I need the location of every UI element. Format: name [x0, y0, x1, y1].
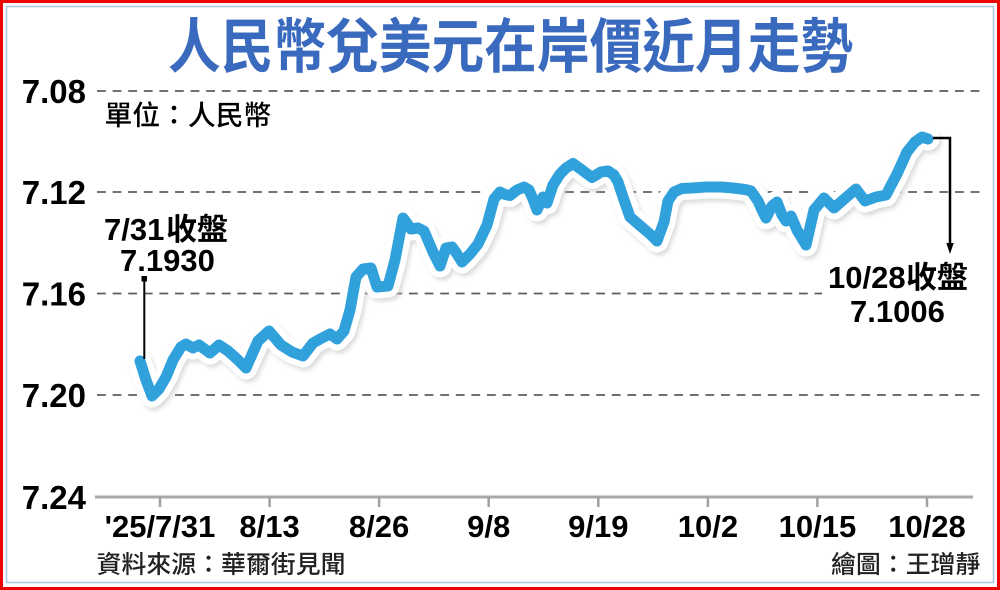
svg-text:10/2: 10/2: [678, 509, 738, 544]
svg-text:7.1006: 7.1006: [850, 294, 945, 329]
svg-text:7.12: 7.12: [22, 174, 86, 211]
svg-text:10/28: 10/28: [888, 509, 966, 544]
svg-text:'25/7/31: '25/7/31: [105, 509, 216, 544]
svg-text:7.20: 7.20: [22, 377, 86, 414]
svg-text:9/8: 9/8: [467, 509, 510, 544]
svg-text:8/13: 8/13: [239, 509, 299, 544]
svg-text:7.08: 7.08: [22, 73, 86, 110]
svg-text:8/26: 8/26: [349, 509, 409, 544]
svg-text:10/15: 10/15: [779, 509, 857, 544]
svg-text:7.16: 7.16: [22, 276, 86, 313]
svg-text:9/19: 9/19: [568, 509, 628, 544]
svg-text:7/31: 7/31: [104, 212, 164, 247]
svg-text:10/28: 10/28: [828, 260, 906, 295]
svg-text:7.1930: 7.1930: [120, 243, 215, 278]
svg-text:7.24: 7.24: [22, 479, 87, 516]
